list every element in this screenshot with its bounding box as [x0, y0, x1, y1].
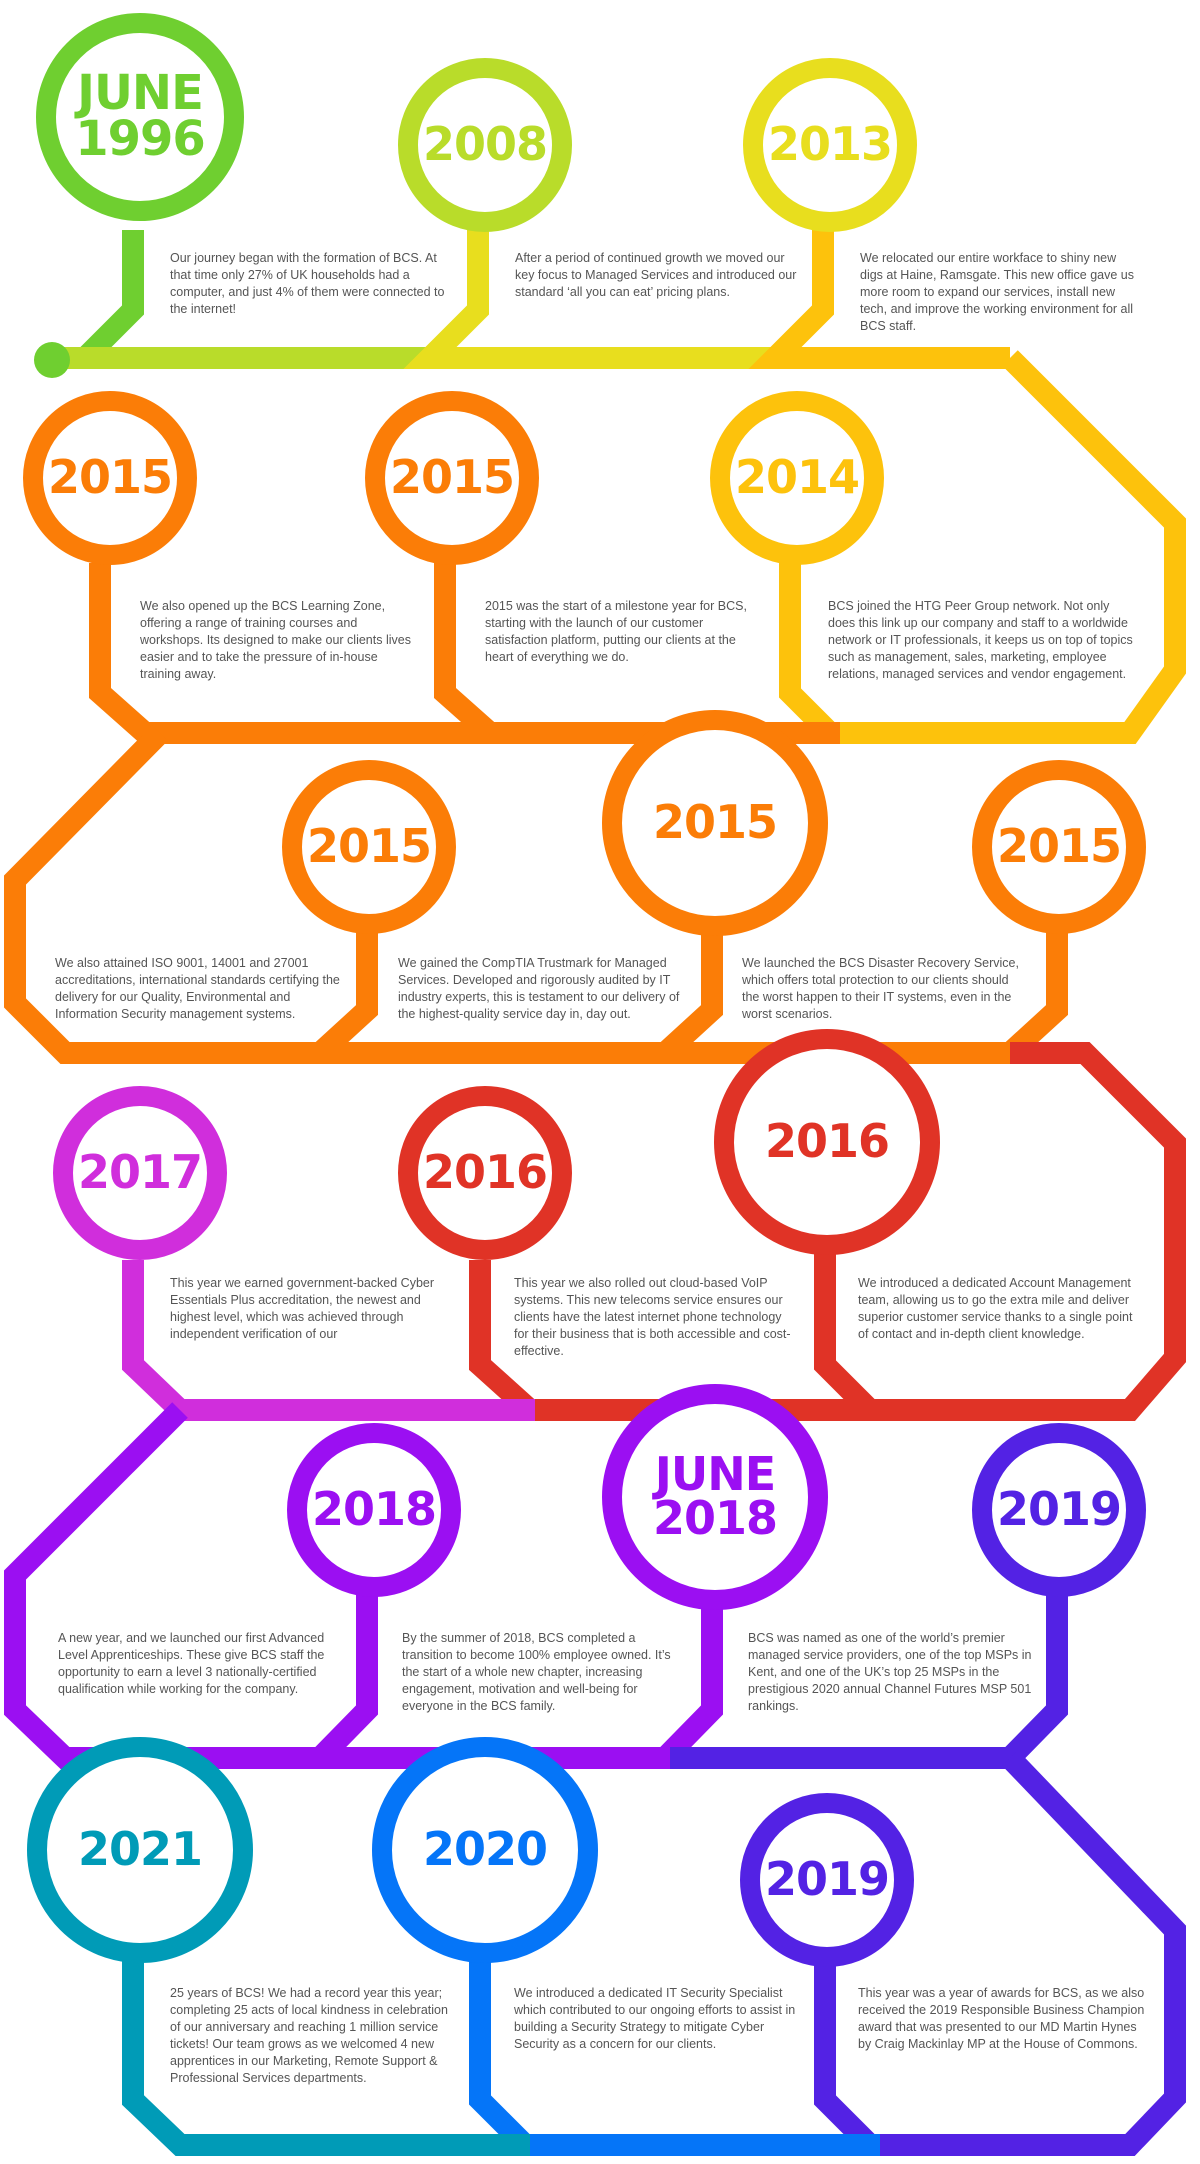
milestone-year: JUNE 2018: [652, 1447, 778, 1545]
milestone-year: 2008: [422, 117, 548, 172]
milestone-circle: 2014: [710, 391, 884, 565]
timeline-start-dot: [34, 342, 70, 378]
milestone-circle: 2015: [602, 710, 828, 936]
track-segment: [4, 1402, 680, 1769]
milestone-description: Our journey began with the formation of …: [170, 251, 445, 316]
track-segment: [469, 1960, 880, 2156]
track-segment: [814, 1750, 1186, 2156]
milestone-circle: 2008: [398, 58, 572, 232]
milestone-year: 2015: [652, 795, 778, 850]
milestone-description: By the summer of 2018, BCS completed a t…: [402, 1631, 671, 1713]
milestone-circle: 2013: [743, 58, 917, 232]
track-segment: [814, 1042, 1186, 1421]
milestone-circle: JUNE 2018: [602, 1384, 828, 1610]
track-segment: [312, 1590, 378, 1766]
milestone-year: 2015: [389, 450, 515, 505]
milestone-year: 2016: [764, 1114, 890, 1169]
milestone-description: This year we earned government-backed Cy…: [170, 1276, 435, 1341]
milestone-circle: 2015: [23, 391, 197, 565]
milestone-description: BCS was named as one of the world’s prem…: [748, 1631, 1032, 1713]
track-segment: [1002, 930, 1068, 1062]
milestone-circle: 2021: [27, 1737, 253, 1963]
milestone-year: 2015: [47, 450, 173, 505]
milestone-year: 2014: [734, 450, 860, 505]
milestone-description: This year we also rolled out cloud-based…: [514, 1276, 791, 1358]
track-segment: [403, 230, 790, 369]
milestone-description: This year was a year of awards for BCS, …: [858, 1986, 1145, 2051]
milestone-description: 25 years of BCS! We had a record year th…: [170, 1986, 448, 2085]
milestone-year: 2019: [764, 1852, 890, 1907]
milestone-year: 2018: [311, 1482, 437, 1537]
track-segment: [122, 1260, 535, 1421]
milestone-description: 2015 was the start of a milestone year f…: [485, 599, 747, 664]
milestone-year: 2015: [996, 819, 1122, 874]
milestone-description: We introduced a dedicated Account Manage…: [858, 1276, 1133, 1341]
milestone-year: JUNE 1996: [75, 65, 206, 167]
milestone-year: 2021: [77, 1822, 203, 1877]
track-segment: [670, 1595, 1068, 1769]
milestone-description: A new year, and we launched our first Ad…: [58, 1631, 325, 1696]
milestone-description: BCS joined the HTG Peer Group network. N…: [828, 599, 1133, 681]
track-segment: [657, 1585, 723, 1766]
milestone-circle: 2016: [398, 1086, 572, 1260]
track-segment: [748, 230, 1010, 369]
milestone-description: We also opened up the BCS Learning Zone,…: [140, 599, 411, 681]
milestone-description: We relocated our entire workface to shin…: [860, 251, 1134, 333]
milestone-description: We introduced a dedicated IT Security Sp…: [514, 1986, 796, 2051]
track-segment: [40, 230, 144, 369]
milestone-year: 2017: [77, 1145, 203, 1200]
milestone-circle: 2019: [972, 1423, 1146, 1597]
milestone-circle: 2016: [714, 1029, 940, 1255]
track-segment: [312, 930, 378, 1062]
milestone-circle: 2015: [972, 760, 1146, 934]
milestone-year: 2013: [767, 117, 893, 172]
milestone-circle: 2017: [53, 1086, 227, 1260]
milestone-year: 2020: [422, 1822, 548, 1877]
track-segment: [657, 935, 723, 1062]
track-segment: [122, 1960, 530, 2156]
milestone-circle: 2015: [365, 391, 539, 565]
milestone-circle: 2020: [372, 1737, 598, 1963]
milestone-circle: 2018: [287, 1423, 461, 1597]
milestone-circle: JUNE 1996: [36, 13, 244, 221]
milestone-description: We launched the BCS Disaster Recovery Se…: [742, 956, 1019, 1021]
milestone-year: 2015: [306, 819, 432, 874]
milestone-description: After a period of continued growth we mo…: [515, 251, 797, 299]
milestone-year: 2016: [422, 1145, 548, 1200]
milestone-description: We gained the CompTIA Trustmark for Mana…: [398, 956, 680, 1021]
track-segment: [89, 563, 490, 744]
milestone-circle: 2019: [740, 1793, 914, 1967]
milestone-description: We also attained ISO 9001, 14001 and 270…: [55, 956, 340, 1021]
milestone-circle: 2015: [282, 760, 456, 934]
track-segment: [779, 350, 1186, 744]
track-segment: [4, 725, 1020, 1064]
milestone-year: 2019: [996, 1482, 1122, 1537]
